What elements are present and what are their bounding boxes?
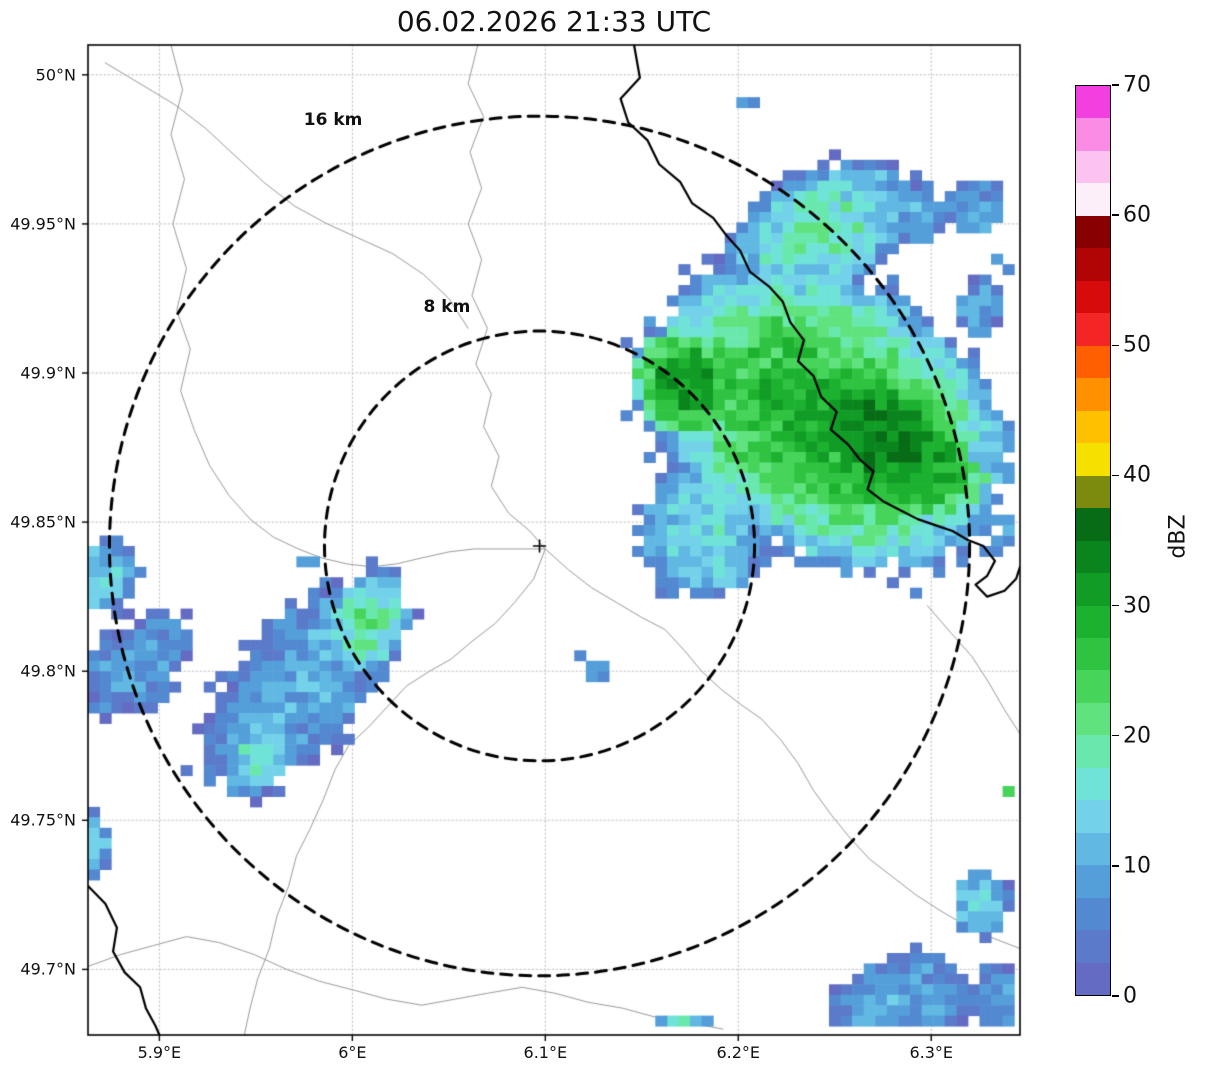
colorbar-axis-label: dBZ: [1165, 514, 1191, 559]
colorbar-segment: [1076, 930, 1110, 963]
y-tick-label: 49.75°N: [10, 810, 76, 830]
colorbar-segment: [1076, 540, 1110, 574]
colorbar-segment: [1076, 508, 1110, 541]
radar-map-canvas: [78, 35, 1030, 1045]
colorbar-segment: [1076, 800, 1110, 833]
colorbar-segment: [1076, 897, 1110, 931]
chart-title: 06.02.2026 21:33 UTC: [396, 5, 712, 38]
colorbar-segment: [1076, 443, 1110, 476]
colorbar-tick-label: 70: [1123, 72, 1151, 98]
colorbar-tick-mark: [1112, 474, 1119, 477]
colorbar-segment: [1076, 832, 1110, 866]
colorbar-segment: [1076, 215, 1110, 249]
colorbar-tick-mark: [1112, 604, 1119, 607]
colorbar-segment: [1076, 86, 1110, 119]
colorbar-tick-label: 60: [1123, 202, 1151, 228]
colorbar-segment: [1076, 150, 1110, 184]
colorbar-tick-label: 0: [1123, 983, 1137, 1009]
colorbar-segment: [1076, 248, 1110, 281]
colorbar-tick-mark: [1112, 995, 1119, 997]
colorbar-tick-mark: [1112, 865, 1119, 867]
colorbar-segment: [1076, 637, 1110, 671]
colorbar-segment: [1076, 118, 1110, 151]
range-ring-label: 8 km: [423, 297, 471, 318]
colorbar-tick-label: 10: [1123, 853, 1151, 879]
colorbar-segment: [1076, 313, 1110, 346]
colorbar-segment: [1076, 573, 1110, 606]
colorbar-tick-label: 30: [1123, 593, 1151, 619]
colorbar-segment: [1076, 410, 1110, 444]
y-tick-label: 49.9°N: [20, 363, 76, 383]
x-tick-label: 6.1°E: [523, 1043, 568, 1062]
colorbar-segment: [1076, 378, 1110, 411]
colorbar-tick-label: 50: [1123, 332, 1151, 358]
colorbar-tick-mark: [1112, 214, 1119, 216]
colorbar-tick-mark: [1112, 344, 1119, 347]
y-tick-label: 49.85°N: [10, 512, 76, 532]
colorbar-tick-label: 20: [1123, 723, 1151, 749]
y-tick-label: 49.8°N: [20, 661, 76, 681]
colorbar: [1075, 85, 1111, 996]
colorbar-tick-label: 40: [1123, 462, 1151, 488]
x-tick-label: 6.3°E: [909, 1043, 954, 1062]
colorbar-segment: [1076, 605, 1110, 638]
colorbar-segment: [1076, 767, 1110, 801]
x-tick-label: 6°E: [338, 1043, 367, 1062]
colorbar-segment: [1076, 735, 1110, 768]
colorbar-tick-mark: [1112, 734, 1119, 737]
colorbar-segment: [1076, 670, 1110, 703]
colorbar-segment: [1076, 962, 1110, 996]
colorbar-segment: [1076, 865, 1110, 898]
x-tick-label: 6.2°E: [716, 1043, 761, 1062]
x-tick-label: 5.9°E: [137, 1043, 182, 1062]
colorbar-segment: [1076, 345, 1110, 379]
range-ring-label: 16 km: [303, 109, 363, 130]
colorbar-segment: [1076, 280, 1110, 314]
y-tick-label: 50°N: [35, 65, 76, 85]
colorbar-tick-mark: [1112, 84, 1119, 86]
colorbar-segment: [1076, 475, 1110, 509]
colorbar-segment: [1076, 183, 1110, 216]
y-tick-label: 49.95°N: [10, 214, 76, 234]
y-tick-label: 49.7°N: [20, 959, 76, 979]
colorbar-segment: [1076, 702, 1110, 736]
